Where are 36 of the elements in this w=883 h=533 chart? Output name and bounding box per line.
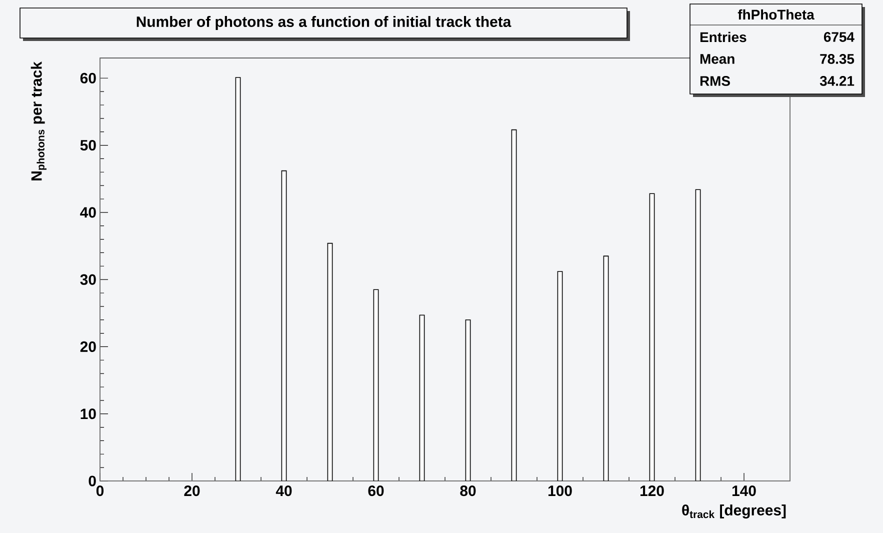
bar <box>465 319 471 481</box>
x-tick-label: 120 <box>640 486 664 496</box>
annotation: RMS <box>700 76 730 86</box>
x-tick-label: 0 <box>96 486 104 496</box>
annotation: Mean <box>700 54 734 64</box>
x-tick-label: 40 <box>276 486 292 496</box>
bar <box>511 129 517 481</box>
y-axis-title: N$_{photons}$ per track <box>30 62 46 180</box>
bar <box>649 193 655 481</box>
y-tick-label: 0 <box>88 476 96 486</box>
bar <box>695 189 701 481</box>
y-tick-label: 10 <box>80 408 96 420</box>
bar <box>373 289 379 481</box>
x-tick-label: 100 <box>548 486 572 496</box>
text: fhPhoTheta <box>738 9 814 20</box>
text: 78.35 <box>820 54 854 64</box>
x-tick-label: 60 <box>368 486 384 496</box>
y-tick-label: 50 <box>80 140 96 151</box>
text: 6754 <box>824 32 854 42</box>
bar <box>235 77 241 481</box>
bar <box>603 256 609 481</box>
chart-title: Number of photons as a function of initial track theta <box>136 16 512 30</box>
bar <box>327 242 333 481</box>
text: Entries <box>700 32 746 42</box>
x-tick-label: 20 <box>184 486 200 496</box>
bar <box>419 314 425 481</box>
y-tick-label: 20 <box>80 341 96 352</box>
y-tick-label: 60 <box>80 72 96 84</box>
x-axis-title: θ$_{track}$ [degrees] <box>682 504 786 519</box>
x-tick-label: 80 <box>460 486 476 496</box>
y-tick-label: 30 <box>80 274 96 285</box>
y-tick-label: 40 <box>80 207 96 218</box>
bar <box>281 170 287 481</box>
text: 34.21 <box>820 76 854 86</box>
bar <box>557 271 563 481</box>
x-tick-label: 140 <box>732 486 756 496</box>
